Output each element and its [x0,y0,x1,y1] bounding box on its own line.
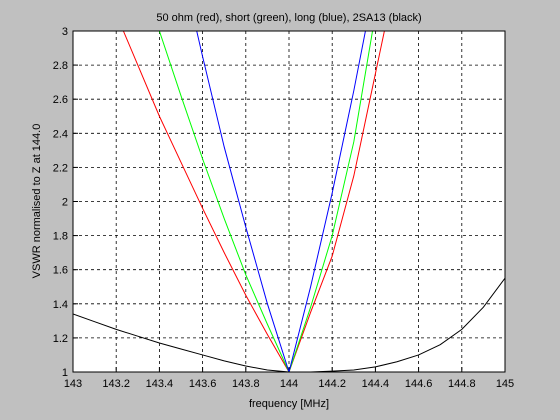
x-tick-label: 145 [496,378,514,390]
series-line [196,31,366,372]
y-tick-label: 2.2 [53,162,68,174]
y-tick-label: 2.4 [53,128,68,140]
y-tick-label: 2 [62,197,68,209]
x-tick-label: 144.4 [362,378,390,390]
x-tick-label: 144 [280,378,298,390]
y-tick-label: 1.2 [53,333,68,345]
x-tick-label: 143.2 [102,378,130,390]
x-axis-label: frequency [MHz] [249,398,329,410]
x-tick-label: 143 [64,378,82,390]
series-line [158,31,374,372]
x-tick-label: 144.8 [448,378,476,390]
series-line [122,31,385,372]
x-tick-label: 143.6 [189,378,217,390]
axes-box [72,30,506,373]
x-tick-label: 144.6 [405,378,433,390]
x-tick-label: 144.2 [318,378,346,390]
y-tick-label: 1.8 [53,231,68,243]
y-tick-label: 2.8 [53,60,68,72]
x-tick-label: 143.8 [232,378,260,390]
x-tick-label: 143.4 [146,378,174,390]
lines [73,31,505,372]
y-axis-label: VSWR normalised to Z at 144.0 [31,124,43,279]
y-tick-label: 3 [62,26,68,38]
series-line [73,277,505,372]
grid [72,30,506,373]
chart-title: 50 ohm (red), short (green), long (blue)… [156,12,421,24]
y-tick-label: 1 [62,367,68,379]
y-tick-label: 1.6 [53,265,68,277]
y-tick-label: 1.4 [53,299,68,311]
y-tick-label: 2.6 [53,94,68,106]
